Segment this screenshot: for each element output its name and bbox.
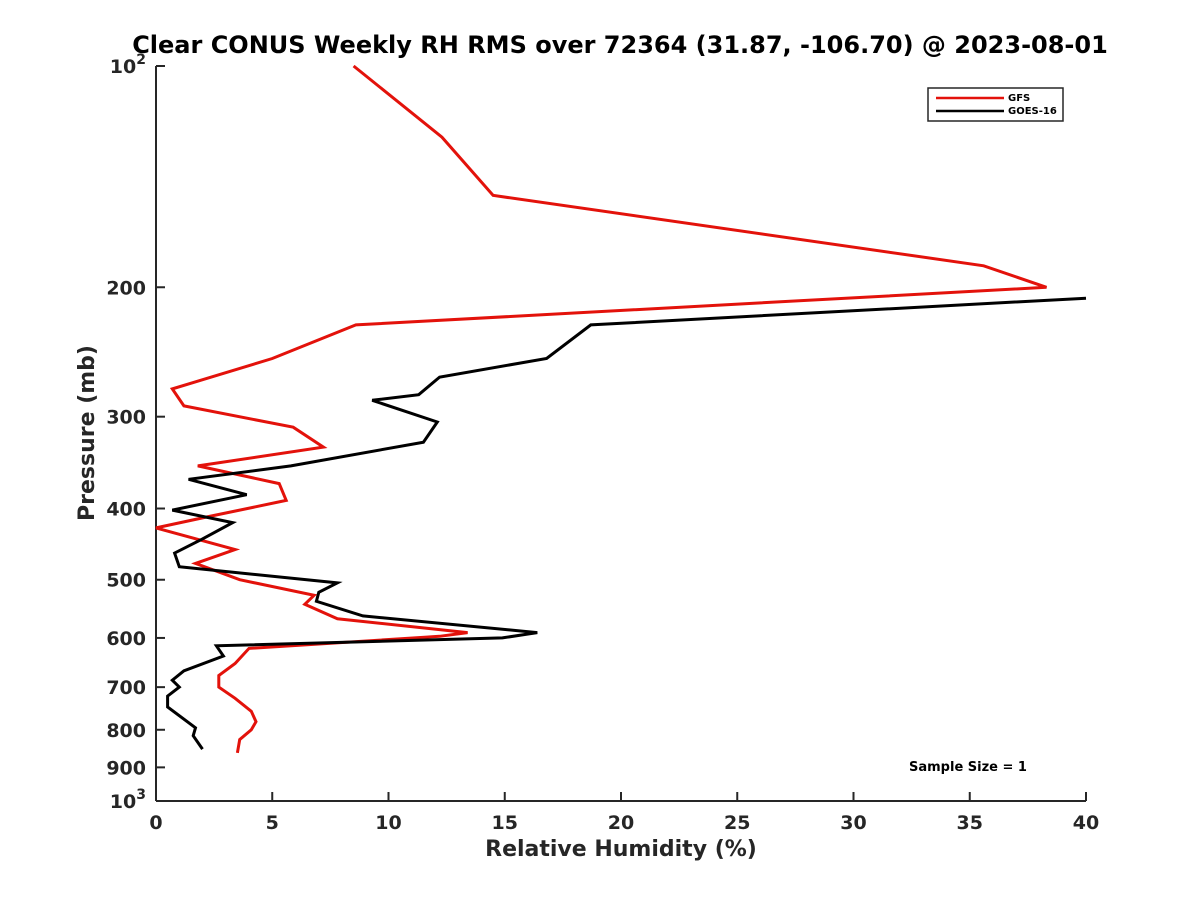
y-tick-label: 400: [106, 499, 146, 521]
x-tick-label: 20: [608, 812, 634, 834]
x-tick-label: 40: [1073, 812, 1099, 834]
x-tick-label: 10: [375, 812, 401, 834]
y-tick-label: 600: [106, 628, 146, 650]
x-tick-label: 0: [149, 812, 162, 834]
x-axis-label: Relative Humidity (%): [485, 837, 757, 862]
y-ticks: 102 200 300 400 500 600 700 800 900 103: [106, 52, 165, 813]
legend: GFS GOES-16: [927, 87, 1064, 122]
y-axis-label: Pressure (mb): [75, 345, 100, 521]
series-layer: [155, 64, 1087, 754]
y-tick-label: 700: [106, 677, 146, 699]
chart-title: Clear CONUS Weekly RH RMS over 72364 (31…: [132, 31, 1108, 59]
legend-label-gfs: GFS: [1008, 93, 1030, 104]
y-tick-label: 300: [106, 407, 146, 429]
y-tick-label: 900: [106, 757, 146, 779]
x-tick-label: 15: [492, 812, 518, 834]
x-tick-label: 30: [840, 812, 866, 834]
legend-box: [927, 87, 1064, 122]
x-tick-label: 5: [266, 812, 279, 834]
x-tick-label: 25: [724, 812, 750, 834]
y-tick-label: 500: [106, 570, 146, 592]
series-line-gfs: [155, 64, 1047, 754]
y-tick-label: 102: [110, 52, 146, 78]
legend-label-goes16: GOES-16: [1008, 106, 1057, 117]
series-line-goes16: [166, 296, 1087, 750]
y-tick-label: 103: [110, 787, 146, 813]
x-tick-label: 35: [957, 812, 983, 834]
x-ticks: 0 5 10 15 20 25 30 35 40: [149, 792, 1099, 834]
y-tick-label: 200: [106, 277, 146, 299]
y-tick-label: 800: [106, 720, 146, 742]
sample-size-annotation: Sample Size = 1: [909, 760, 1027, 775]
plot-area: 102 200 300 400 500 600 700 800 900 103 0 5 10 15 20 2…: [106, 52, 1099, 834]
